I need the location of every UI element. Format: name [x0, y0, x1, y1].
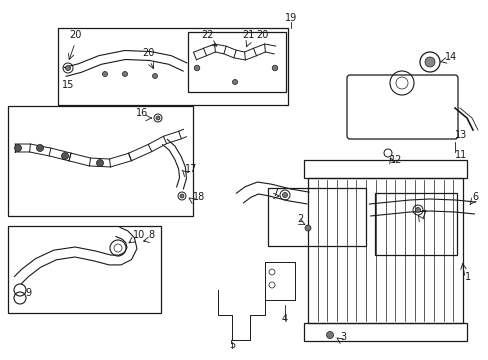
- Circle shape: [156, 116, 160, 120]
- Circle shape: [102, 72, 107, 77]
- Text: 1: 1: [464, 272, 470, 282]
- Text: 6: 6: [471, 192, 477, 202]
- Text: 20: 20: [69, 30, 81, 40]
- Bar: [307, 178, 462, 323]
- Text: 7: 7: [271, 188, 278, 198]
- Circle shape: [232, 80, 237, 85]
- Text: 5: 5: [228, 340, 235, 350]
- Text: 15: 15: [61, 80, 74, 90]
- Circle shape: [122, 72, 127, 77]
- Bar: [8, 106, 193, 216]
- Text: 11: 11: [454, 150, 467, 160]
- Text: 10: 10: [133, 230, 145, 240]
- Text: 12: 12: [389, 155, 402, 165]
- Text: 19: 19: [285, 13, 297, 23]
- Text: 14: 14: [444, 52, 456, 62]
- Circle shape: [326, 332, 333, 338]
- Text: 18: 18: [193, 192, 205, 202]
- Text: 2: 2: [296, 214, 303, 224]
- Circle shape: [415, 207, 420, 212]
- Text: 21: 21: [242, 30, 254, 40]
- Circle shape: [194, 65, 200, 71]
- Bar: [304, 323, 466, 341]
- Text: 20: 20: [142, 48, 154, 58]
- Text: 4: 4: [282, 314, 287, 324]
- Text: 22: 22: [202, 30, 214, 40]
- Circle shape: [272, 65, 277, 71]
- Bar: [58, 28, 287, 105]
- Text: 7: 7: [419, 210, 426, 220]
- Text: 20: 20: [255, 30, 267, 40]
- Text: 16: 16: [136, 108, 148, 118]
- Circle shape: [61, 153, 68, 159]
- Bar: [267, 188, 365, 246]
- Circle shape: [37, 144, 43, 152]
- Circle shape: [180, 194, 183, 198]
- Text: 8: 8: [148, 230, 154, 240]
- Text: 17: 17: [184, 164, 197, 174]
- Text: 9: 9: [25, 288, 31, 298]
- Circle shape: [282, 193, 287, 198]
- Circle shape: [65, 66, 70, 71]
- Text: 13: 13: [454, 130, 467, 140]
- Circle shape: [424, 57, 434, 67]
- Text: 3: 3: [339, 332, 346, 342]
- Bar: [187, 32, 285, 92]
- Bar: [374, 193, 456, 255]
- Circle shape: [15, 144, 21, 152]
- Bar: [304, 160, 466, 178]
- Circle shape: [152, 73, 157, 78]
- Circle shape: [96, 159, 103, 166]
- Bar: [8, 226, 161, 313]
- Circle shape: [305, 225, 310, 231]
